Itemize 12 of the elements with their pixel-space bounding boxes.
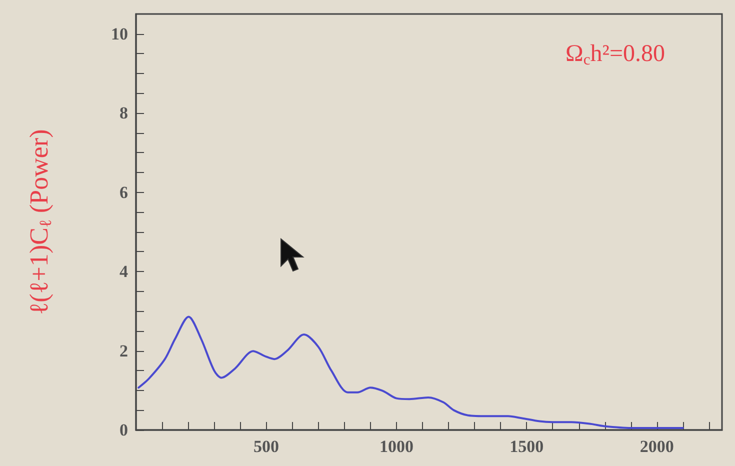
x-tick-label: 2000 xyxy=(640,437,674,456)
x-tick-label: 1500 xyxy=(510,437,544,456)
line-series xyxy=(138,316,684,430)
y-tick-label: 0 xyxy=(120,420,128,440)
y-tick-label: 2 xyxy=(120,341,128,360)
y-tick-label: 4 xyxy=(120,262,128,282)
y-tick-label: 10 xyxy=(111,24,128,44)
y-axis-title: ℓ(ℓ+1)Cℓ (Power) xyxy=(24,129,55,315)
y-tick-label: 6 xyxy=(120,182,128,202)
x-tick-label: 500 xyxy=(253,437,279,456)
y-tick-label: 8 xyxy=(120,104,128,123)
x-tick-label: 1000 xyxy=(379,437,414,456)
